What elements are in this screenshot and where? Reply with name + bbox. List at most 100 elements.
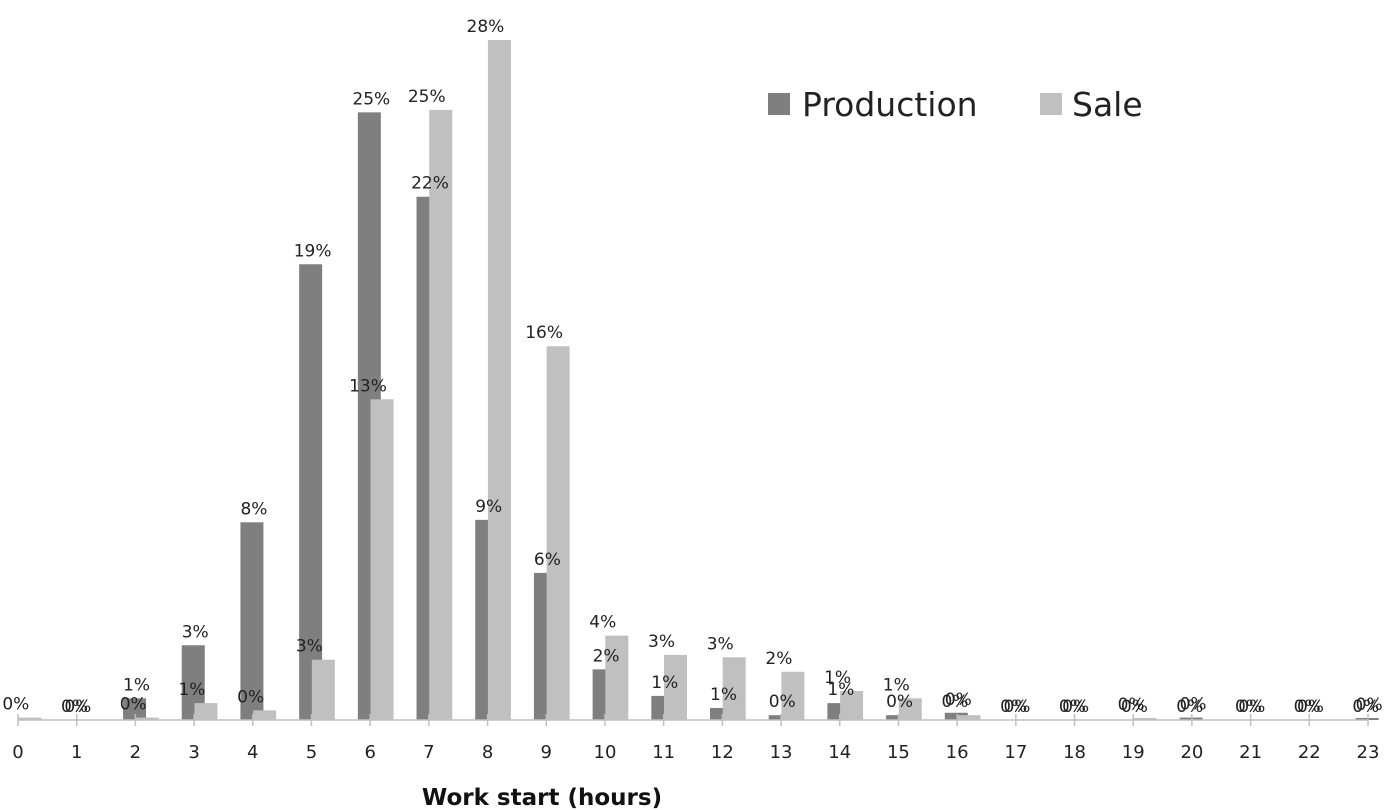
- bar-sale-12: [722, 657, 746, 720]
- x-tick-label-3: 3: [188, 742, 199, 763]
- bar-production-14: [886, 715, 910, 720]
- data-label-sale-5: 3%: [296, 637, 323, 657]
- data-label-production-2: 3%: [182, 622, 209, 642]
- data-label-sale-2: 0%: [120, 695, 147, 715]
- x-tick-label-21: 21: [1239, 742, 1262, 763]
- bar-sale-7: [429, 109, 453, 721]
- data-label-sale-9: 16%: [525, 323, 563, 343]
- data-label-sale-21: 0%: [1235, 697, 1262, 717]
- x-tick-label-1: 1: [71, 742, 82, 763]
- x-tick-label-11: 11: [652, 742, 675, 763]
- data-label-production-10: 1%: [651, 673, 678, 693]
- data-label-production-3: 8%: [240, 499, 267, 519]
- data-label-production-1: 1%: [123, 675, 150, 695]
- data-label-production-19: 0%: [1180, 695, 1207, 715]
- data-label-sale-4: 0%: [237, 687, 264, 707]
- data-label-production-7: 9%: [475, 497, 502, 517]
- legend-label-production: Production: [802, 85, 978, 124]
- data-label-production-11: 1%: [710, 685, 737, 705]
- x-tick-label-8: 8: [482, 742, 493, 763]
- data-label-production-18: 0%: [1121, 697, 1148, 717]
- data-label-production-14: 0%: [886, 692, 913, 712]
- bar-sale-6: [370, 399, 394, 720]
- data-label-production-0: 0%: [64, 697, 91, 717]
- data-label-sale-3: 1%: [178, 680, 205, 700]
- x-tick-label-18: 18: [1063, 742, 1086, 763]
- bar-production-19: [1179, 717, 1203, 720]
- bar-sale-11: [664, 654, 687, 720]
- bar-sale-3: [194, 703, 218, 720]
- data-label-production-17: 0%: [1062, 697, 1089, 717]
- bar-production-12: [768, 715, 792, 720]
- data-label-production-16: 0%: [1003, 697, 1030, 717]
- x-tick-label-7: 7: [423, 742, 434, 763]
- x-tick-label-4: 4: [247, 742, 258, 763]
- bar-production-3: [240, 522, 264, 720]
- data-label-sale-23: 0%: [1352, 697, 1379, 717]
- data-label-production-5: 25%: [352, 89, 390, 109]
- x-tick-label-12: 12: [711, 742, 734, 763]
- data-label-sale-6: 13%: [349, 376, 387, 396]
- data-label-sale-17: 0%: [1000, 697, 1027, 717]
- data-label-sale-1: 0%: [61, 697, 88, 717]
- bar-production-4: [299, 264, 323, 720]
- bar-production-2: [181, 645, 205, 720]
- x-axis: 0 1 2 3 4 5 6 7 8 9 10 11 12 13 14 15 16 17 18 19 20 21 22 23: [12, 714, 1379, 763]
- bar-production-1: [123, 698, 147, 720]
- x-tick-label-15: 15: [887, 742, 910, 763]
- data-label-production-8: 6%: [534, 550, 561, 570]
- data-label-sale-8: 28%: [467, 17, 505, 37]
- data-label-production-9: 2%: [593, 646, 620, 666]
- bar-sale-15: [898, 698, 922, 720]
- x-tick-label-0: 0: [12, 742, 23, 763]
- bar-sale-2: [135, 717, 159, 720]
- x-tick-label-20: 20: [1180, 742, 1203, 763]
- data-label-production-6: 22%: [411, 174, 449, 194]
- data-label-sale-14: 1%: [824, 668, 851, 688]
- data-label-sale-11: 3%: [648, 632, 675, 652]
- data-label-sale-7: 25%: [408, 87, 446, 107]
- x-tick-label-17: 17: [1004, 742, 1027, 763]
- data-label-production-20: 0%: [1238, 697, 1265, 717]
- legend-label-sale: Sale: [1072, 85, 1143, 124]
- data-label-sale-13: 2%: [765, 649, 792, 669]
- bar-sale-9: [546, 346, 570, 720]
- bar-sale-14: [840, 691, 864, 720]
- data-label-sale-10: 4%: [589, 613, 616, 633]
- x-tick-label-9: 9: [541, 742, 552, 763]
- x-tick-label-19: 19: [1122, 742, 1145, 763]
- data-labels-layer: 0%1%3%8%19%25%22%9%6%2%1%1% 0%1%0% 0% 0% 0% 0…: [2, 17, 1383, 717]
- bar-sale-5: [311, 659, 335, 720]
- data-label-production-13: 1%: [827, 680, 854, 700]
- bar-production-22: [1355, 718, 1379, 720]
- bar-sale-13: [781, 671, 805, 720]
- x-tick-label-14: 14: [828, 742, 851, 763]
- data-label-sale-19: 0%: [1118, 695, 1145, 715]
- data-label-production-22: 0%: [1356, 695, 1383, 715]
- bar-sale-8: [487, 40, 511, 720]
- data-label-sale-15: 1%: [883, 675, 910, 695]
- x-tick-label-10: 10: [594, 742, 617, 763]
- x-tick-label-23: 23: [1357, 742, 1380, 763]
- data-label-production-21: 0%: [1297, 697, 1324, 717]
- bar-production-15: [944, 712, 968, 720]
- bar-sale-16: [957, 715, 981, 720]
- x-tick-label-16: 16: [946, 742, 969, 763]
- data-label-sale-18: 0%: [1059, 697, 1086, 717]
- bar-sale-10: [605, 635, 629, 720]
- data-label-sale-22: 0%: [1294, 697, 1321, 717]
- legend-swatch-production: [768, 93, 790, 115]
- data-label-production-12: 0%: [769, 692, 796, 712]
- bars-layer: [18, 40, 1379, 721]
- legend: Production Sale: [768, 85, 1143, 124]
- data-label-sale-12: 3%: [707, 634, 734, 654]
- x-tick-label-6: 6: [364, 742, 375, 763]
- data-label-sale-16: 0%: [941, 692, 968, 712]
- x-tick-label-13: 13: [770, 742, 793, 763]
- bar-sale-19: [1133, 718, 1157, 720]
- data-label-sale-0: 0%: [2, 695, 29, 715]
- x-tick-label-2: 2: [130, 742, 141, 763]
- legend-swatch-sale: [1040, 93, 1062, 115]
- bar-sale-4: [253, 710, 277, 720]
